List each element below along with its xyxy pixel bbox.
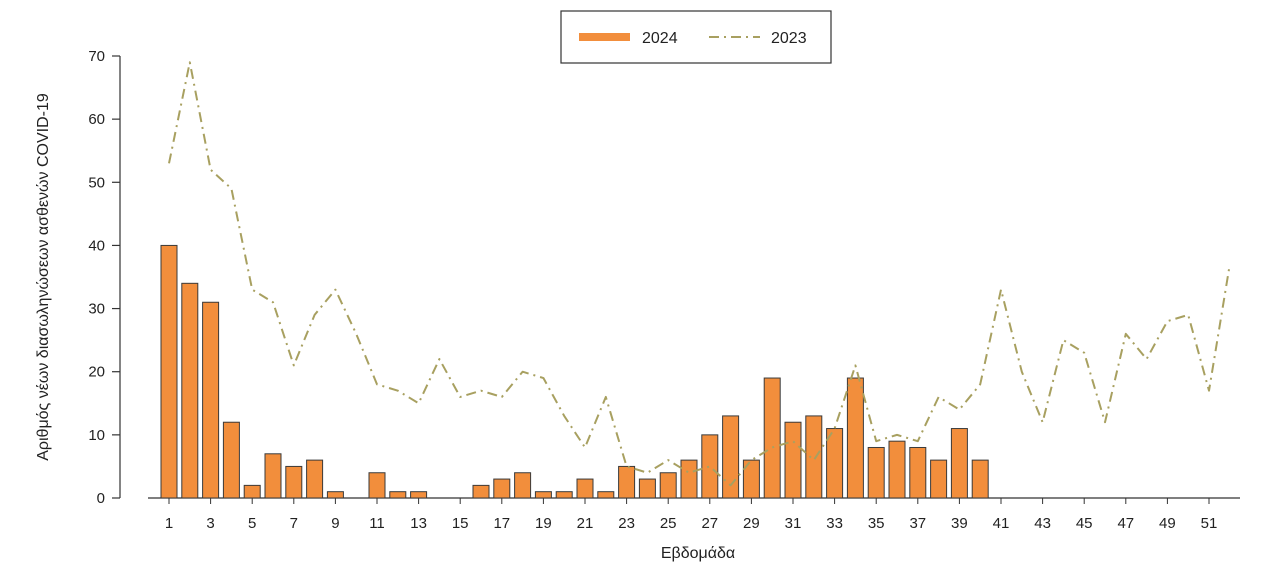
bar-2024-week-16 [472,484,490,499]
bar-2024-week-7 [285,465,303,499]
x-tick-label: 27 [701,515,718,532]
x-tick-label: 45 [1076,515,1093,532]
x-tick-label: 33 [826,515,843,532]
bar-2024-week-29 [742,459,760,499]
bar-2024-week-2 [181,282,199,499]
x-tick-label: 19 [535,515,552,532]
bar-2024-week-11 [368,472,386,499]
x-tick-label: 3 [206,515,214,532]
x-tick-label: 37 [909,515,926,532]
y-tick-label: 30 [88,301,105,318]
bar-2024-week-21 [576,478,594,499]
y-tick-label: 0 [97,490,105,507]
bar-2024-week-26 [680,459,698,499]
bar-2024-week-37 [909,446,927,499]
y-tick-label: 20 [88,364,105,381]
y-axis-title: Αριθμός νέων διασωληνώσεων ασθενών COVID… [35,93,52,461]
y-tick-label: 60 [88,111,105,128]
legend-box [560,10,832,64]
bars-2024 [160,244,989,499]
bar-2024-week-36 [888,440,906,499]
x-tick-label: 25 [660,515,677,532]
bar-2024-week-13 [410,491,428,499]
legend-label-2023: 2023 [771,30,807,47]
x-tick-label: 15 [452,515,469,532]
bar-2024-week-20 [555,491,573,499]
bar-2024-week-25 [659,472,677,499]
x-tick-label: 31 [785,515,802,532]
bar-2024-week-12 [389,491,407,499]
bar-2024-week-28 [722,415,740,499]
legend-label-2024: 2024 [642,30,678,47]
x-tick-label: 1 [165,515,173,532]
bar-2024-week-3 [202,301,220,499]
bar-2024-week-4 [222,421,240,499]
y-tick-label: 10 [88,427,105,444]
x-tick-label: 41 [993,515,1010,532]
x-tick-label: 39 [951,515,968,532]
x-tick-label: 5 [248,515,256,532]
line-2023 [168,61,1231,487]
bar-2024-week-5 [243,484,261,499]
bar-2024-week-27 [701,434,719,499]
bar-2024-week-39 [950,428,968,499]
bar-2024-week-23 [618,465,636,499]
bar-2024-week-1 [160,244,178,499]
bar-2024-week-34 [846,377,864,499]
bar-2024-week-33 [826,428,844,499]
bar-2024-week-19 [534,491,552,499]
bar-2024-week-40 [971,459,989,499]
series-2023-line [168,61,1231,487]
x-tick-label: 7 [290,515,298,532]
bar-2024-week-32 [805,415,823,499]
y-tick-label: 50 [88,174,105,191]
bar-2024-week-35 [867,446,885,499]
bar-2024-week-6 [264,453,282,499]
x-tick-label: 43 [1034,515,1051,532]
bar-2024-week-38 [930,459,948,499]
bar-2024-week-18 [514,472,532,499]
x-tick-label: 9 [331,515,339,532]
x-tick-label: 21 [577,515,594,532]
bar-2024-week-31 [784,421,802,499]
x-tick-label: 51 [1201,515,1218,532]
legend: 2024 2023 [560,10,832,64]
x-tick-label: 17 [493,515,510,532]
y-tick-label: 70 [88,48,105,65]
x-tick-label: 47 [1117,515,1134,532]
x-axis: 1 3 5 7 9 11 13 15 17 19 21 23 25 27 29 31 33 35 37 39 41 43 4… [148,497,1240,532]
x-axis-title: Εβδομάδα [661,545,735,562]
bar-2024-week-30 [763,377,781,499]
x-tick-label: 23 [618,515,635,532]
bar-2024-week-17 [493,478,511,499]
bar-2024-week-22 [597,491,615,499]
bar-2024-week-9 [326,491,344,499]
x-tick-label: 29 [743,515,760,532]
bar-2024-week-8 [306,459,324,499]
x-tick-label: 13 [410,515,427,532]
x-tick-label: 35 [868,515,885,532]
y-axis: 0 10 20 30 40 50 60 70 [88,48,121,507]
y-tick-label: 40 [88,237,105,254]
x-tick-label: 49 [1159,515,1176,532]
x-tick-label: 11 [369,515,385,532]
bar-2024-week-24 [638,478,656,499]
